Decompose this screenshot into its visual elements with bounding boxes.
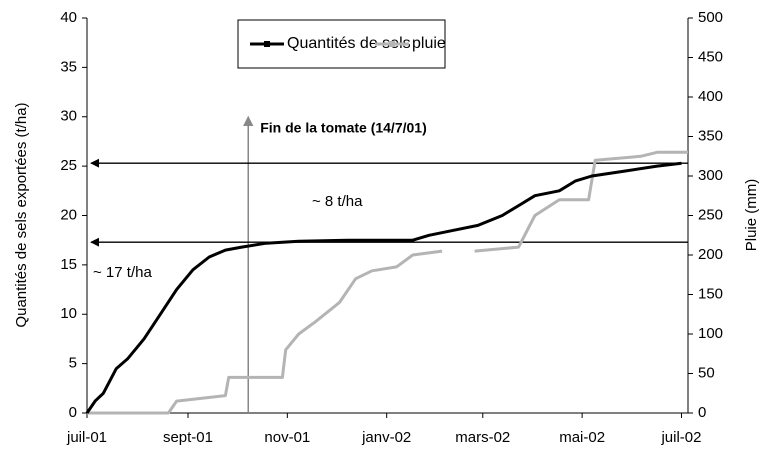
annotation: ~ 17 t/ha [93, 264, 152, 281]
y-tick-label: 25 [60, 157, 77, 174]
x-tick-label: janv-02 [361, 429, 411, 446]
y2-tick-label: 500 [698, 9, 723, 26]
x-tick-label: nov-01 [264, 429, 310, 446]
legend-label: Quantités de sels [287, 35, 411, 52]
y2-axis-label: Pluie (mm) [743, 179, 760, 252]
y2-tick-label: 350 [698, 127, 723, 144]
y2-tick-label: 400 [698, 88, 723, 105]
y2-tick-label: 450 [698, 48, 723, 65]
y-tick-label: 0 [69, 404, 77, 421]
series-line [87, 150, 688, 415]
x-tick-label: mai-02 [559, 429, 605, 446]
y2-tick-label: 200 [698, 246, 723, 263]
y2-tick-label: 250 [698, 206, 723, 223]
y-tick-label: 5 [69, 355, 77, 372]
legend-marker [264, 41, 270, 47]
y-axis-label: Quantités de sels exportées (t/ha) [13, 102, 30, 327]
y2-tick-label: 50 [698, 364, 715, 381]
legend-marker [389, 41, 395, 47]
y-tick-label: 30 [60, 108, 77, 125]
y-tick-label: 35 [60, 58, 77, 75]
y-tick-label: 40 [60, 9, 77, 26]
x-tick-label: sept-01 [163, 429, 213, 446]
x-tick-label: juil-02 [660, 429, 701, 446]
x-tick-label: mars-02 [455, 429, 510, 446]
y-tick-label: 10 [60, 305, 77, 322]
annotation: Fin de la tomate (14/7/01) [260, 119, 427, 135]
y2-tick-label: 300 [698, 167, 723, 184]
y2-tick-label: 0 [698, 404, 706, 421]
y2-tick-label: 150 [698, 285, 723, 302]
y-tick-label: 20 [60, 206, 77, 223]
series-line [85, 161, 682, 414]
y2-tick-label: 100 [698, 325, 723, 342]
legend-label: pluie [412, 35, 446, 52]
y-tick-label: 15 [60, 256, 77, 273]
x-tick-label: juil-01 [66, 429, 107, 446]
annotation: ~ 8 t/ha [312, 193, 363, 210]
